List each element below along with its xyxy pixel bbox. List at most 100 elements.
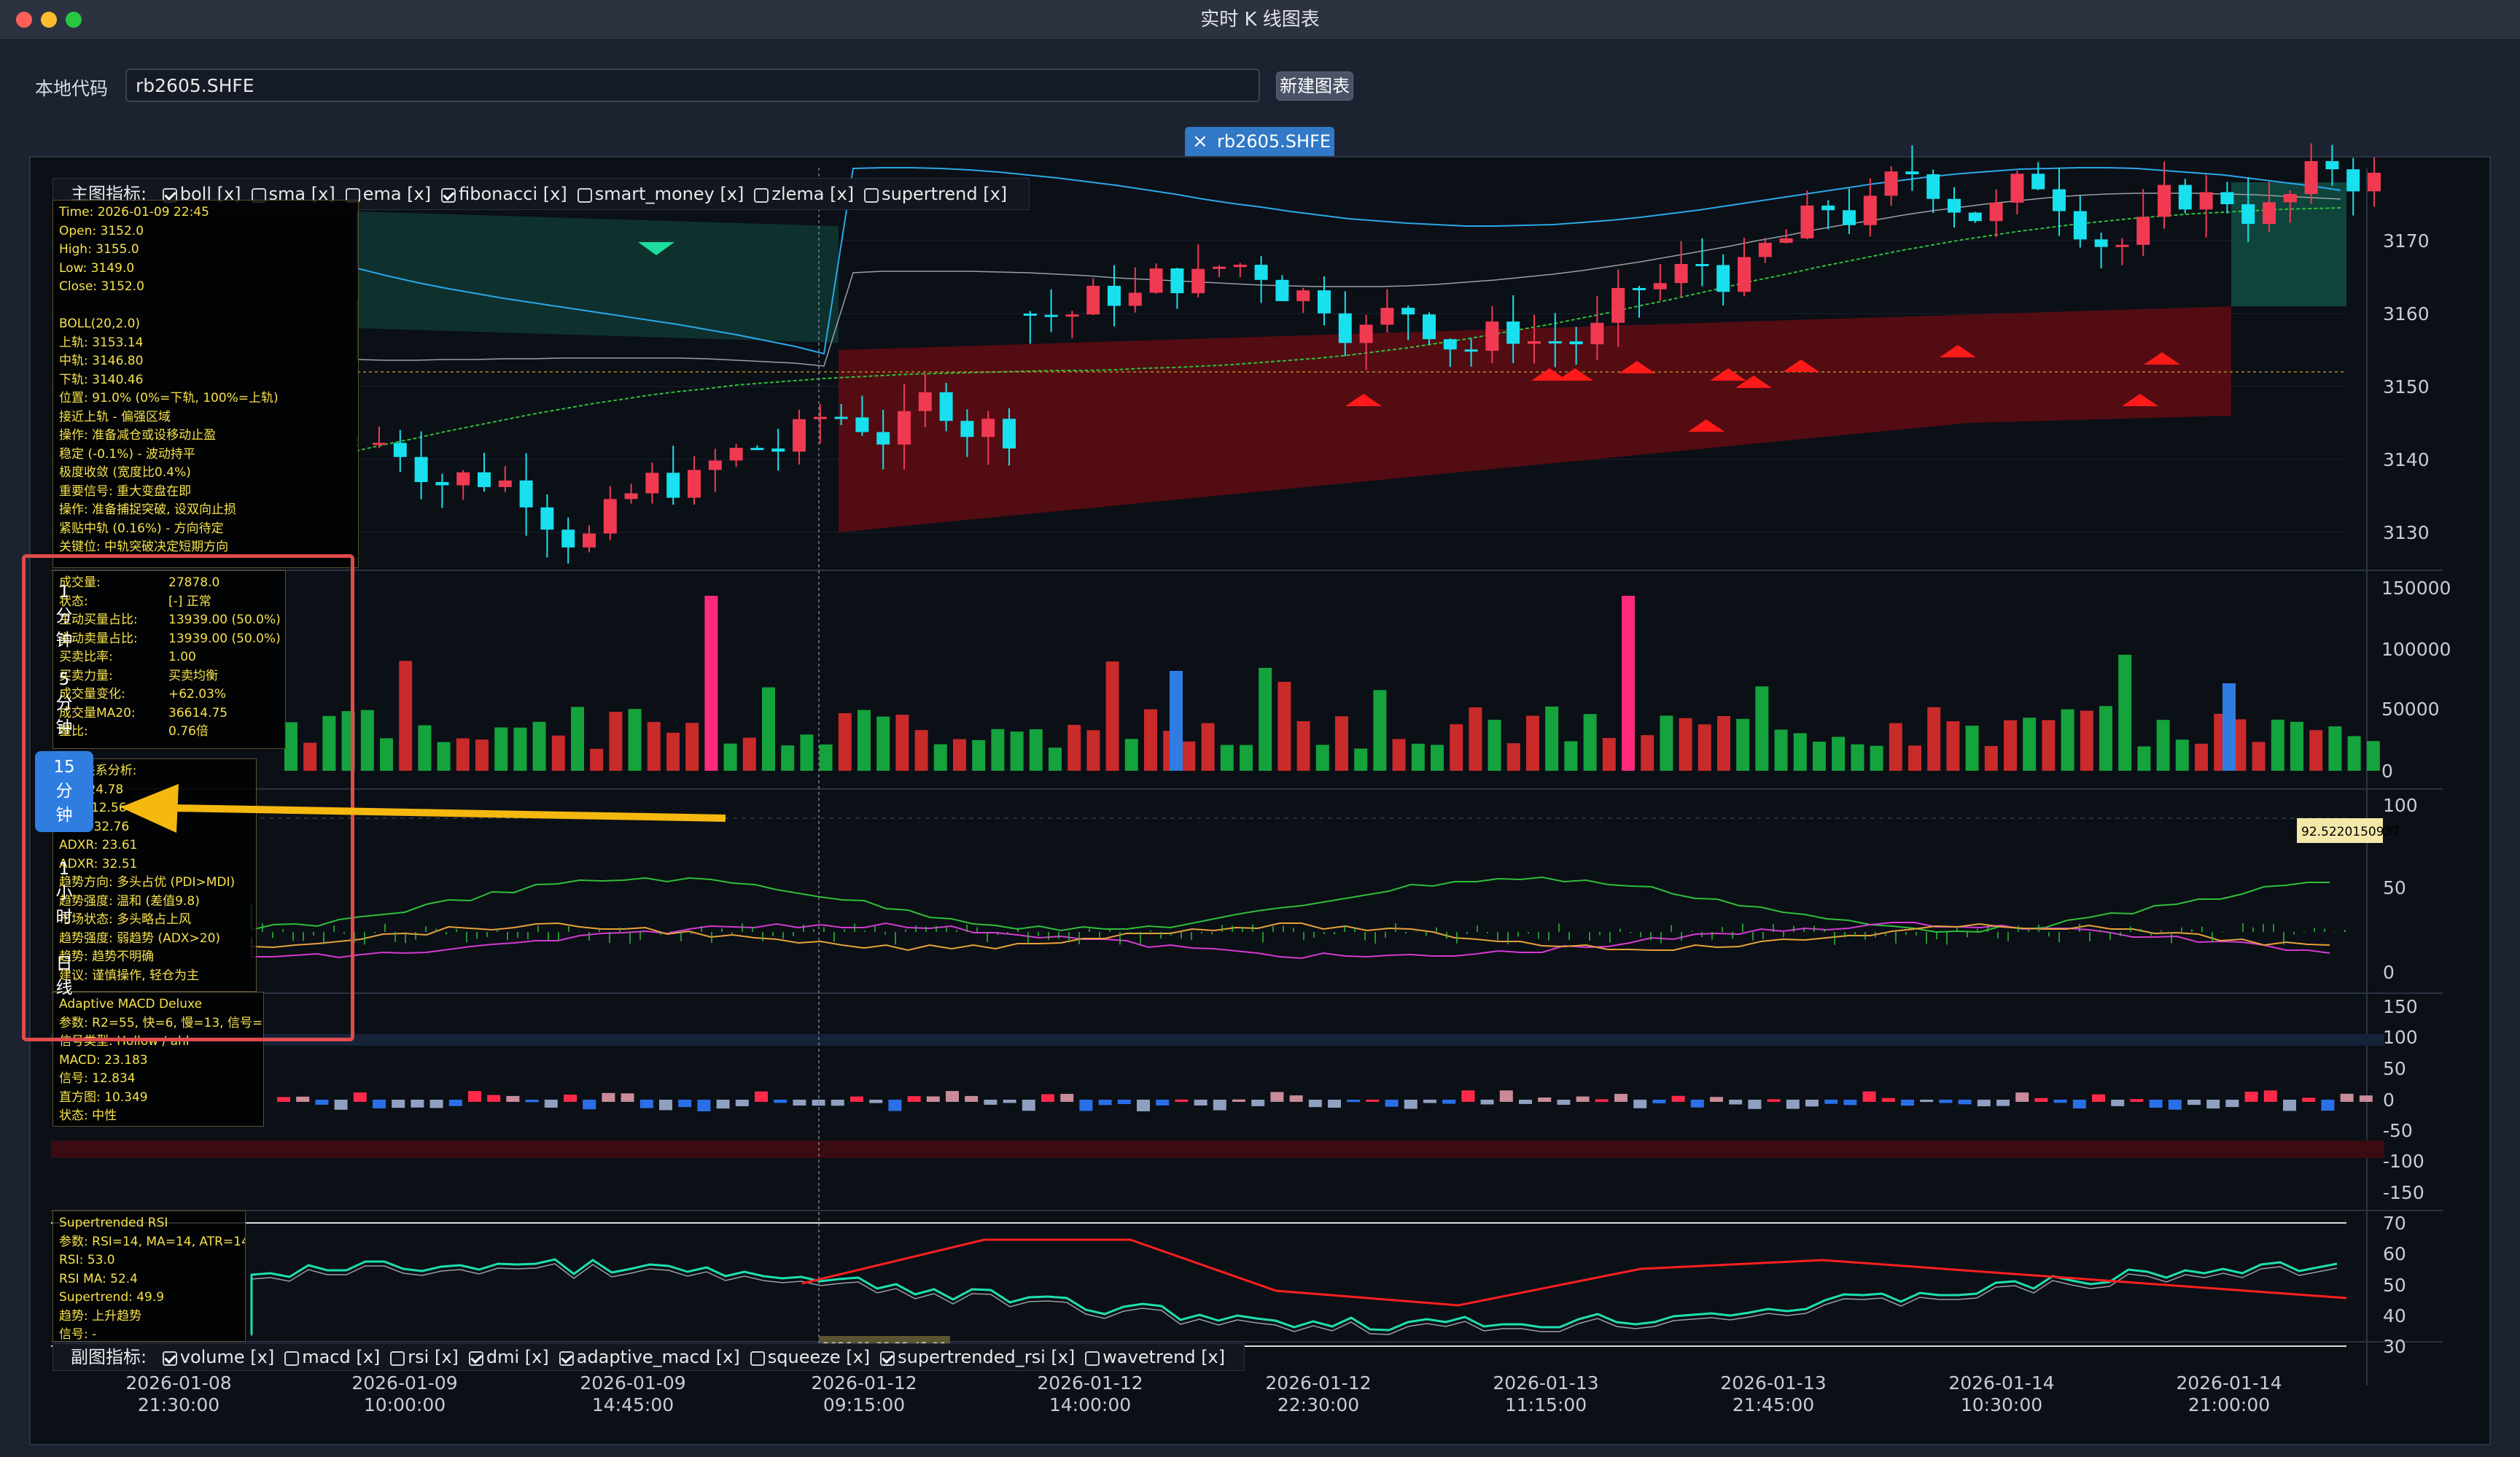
volume-bar [1793,733,1807,771]
info-line [59,297,352,316]
macd-bar [1614,1094,1628,1102]
macd-bar [2263,1090,2277,1102]
volume-bar [762,687,775,771]
macd-tick: -50 [2383,1120,2413,1141]
macd-bar [716,1100,730,1109]
main-indicator-5[interactable]: zlema [x] [754,179,854,209]
sub-indicator-7[interactable]: wavetrend [x] [1085,1344,1225,1370]
candle-body [1401,308,1415,315]
sub-indicator-6[interactable]: supertrended_rsi [x] [880,1344,1075,1370]
macd-bar [1175,1099,1189,1102]
macd-info-panel: Adaptive MACD Deluxe 参数: R2=55, 快=6, 慢=13… [52,992,264,1127]
macd-bar [984,1100,998,1105]
checkbox-icon[interactable] [864,188,879,203]
candle-body [898,411,911,445]
macd-bar [1748,1100,1762,1109]
volume-bar [1660,715,1673,771]
macd-bar [2302,1097,2316,1102]
macd-bar [1519,1100,1532,1104]
main-indicator-2[interactable]: ema [x] [345,179,431,209]
info-value: 13939.00 (50.0%) [168,631,281,646]
macd-bar [1862,1091,1876,1102]
candle-body [2136,217,2150,245]
sub-indicator-3[interactable]: dmi [x] [468,1344,549,1370]
macd-bar [583,1100,596,1110]
candle-body [939,392,953,421]
checkbox-icon[interactable] [754,188,769,203]
price-tick: 3140 [2383,449,2430,470]
macd-band-bottom [51,1141,2384,1158]
volume-bar [742,737,756,771]
macd-bar [1499,1090,1513,1102]
rsi-info-panel: Supertrended RSI 参数: RSI=14, MA=14, ATR=1… [52,1211,246,1342]
macd-tick: 150 [2383,996,2418,1017]
info-line: 操作: 准备捕捉突破, 设双向止损 [59,502,236,517]
timeframe-button-4[interactable]: 日线 [55,955,73,998]
sell-signal-icon [1688,419,1724,432]
macd-bar [1576,1096,1590,1102]
macd-bar [946,1091,959,1102]
candle-body [2073,211,2087,240]
macd-bar [639,1100,653,1108]
candle-body [750,448,764,451]
checkbox-icon[interactable] [880,1351,895,1366]
zoom-window-button[interactable] [66,12,82,28]
checkbox-icon[interactable] [284,1351,300,1366]
candle-body [2115,244,2129,247]
volume-bar [2366,741,2380,771]
volume-bar [1259,667,1272,771]
volume-bar [1889,723,1902,771]
macd-tick: -150 [2383,1182,2424,1203]
volume-bar [666,732,680,771]
minimize-window-button[interactable] [41,12,57,28]
main-indicator-4[interactable]: smart_money [x] [577,179,744,209]
candle-body [498,480,512,487]
macd-bar [1289,1095,1303,1102]
close-tab-icon[interactable]: × [1192,131,1208,152]
info-line: 接近上轨 - 偏强区域 [59,409,171,424]
macd-bar [1060,1094,1074,1102]
sub-indicator-1[interactable]: macd [x] [284,1344,380,1370]
close-window-button[interactable] [16,12,32,28]
macd-bar [1939,1100,1953,1103]
checkbox-icon[interactable] [468,1351,483,1366]
checkbox-icon[interactable] [441,188,456,203]
new-chart-button[interactable]: 新建图表 [1276,71,1353,101]
checkbox-icon[interactable] [559,1351,574,1366]
sub-indicator-4[interactable]: adaptive_macd [x] [559,1344,740,1370]
checkbox-icon[interactable] [162,1351,177,1366]
main-indicator-label: zlema [x] [771,184,855,204]
main-indicator-6[interactable]: supertrend [x] [864,179,1007,209]
candle-body [1275,279,1289,301]
macd-bar [907,1096,921,1102]
timeframe-button-2[interactable]: 15 分钟 [35,751,93,832]
sub-indicator-0[interactable]: volume [x] [162,1344,274,1370]
candle-body [1359,325,1373,343]
volume-bar [1870,745,1883,771]
volume-bar [2175,739,2189,771]
code-input[interactable] [125,69,1260,102]
main-indicator-3[interactable]: fibonacci [x] [441,179,567,209]
sub-indicator-2[interactable]: rsi [x] [390,1344,459,1370]
checkbox-icon[interactable] [750,1351,765,1366]
checkbox-icon[interactable] [1085,1351,1100,1366]
macd-bar [755,1091,768,1102]
volume-bar [1488,720,1501,771]
checkbox-icon[interactable] [577,188,592,203]
candle-body [478,472,491,487]
checkbox-icon[interactable] [390,1351,405,1366]
macd-bar [2149,1100,2163,1108]
tab-rb2605[interactable]: × rb2605.SHFE [1185,127,1334,156]
volume-bar [532,721,546,771]
macd-bar [2283,1100,2296,1111]
volume-bar [1029,728,1043,771]
volume-bar [2061,709,2074,771]
sub-indicator-5[interactable]: squeeze [x] [750,1344,870,1370]
macd-bar [2053,1100,2067,1103]
candle-body [2241,204,2255,225]
volume-bar [2347,736,2361,771]
